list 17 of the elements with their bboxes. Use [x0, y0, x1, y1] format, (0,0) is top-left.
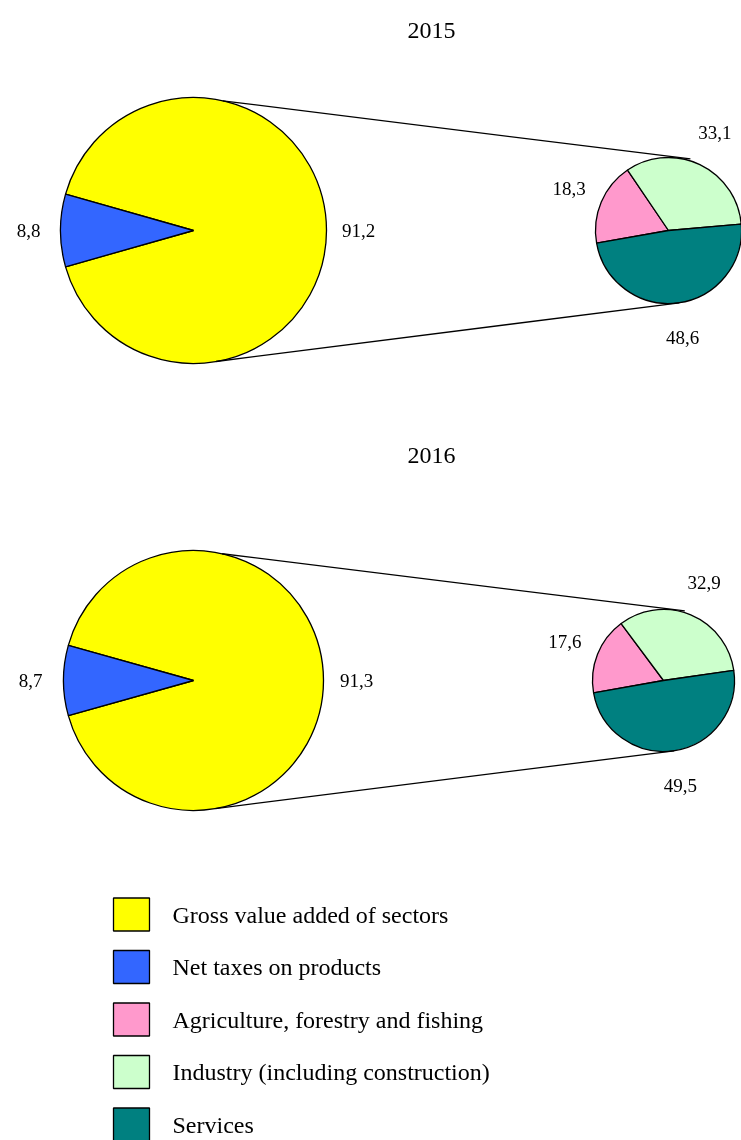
chart-title: 2015 — [407, 17, 456, 43]
data-label: 33,1 — [698, 122, 732, 144]
data-label: 91,2 — [341, 220, 376, 241]
data-label: 91,3 — [339, 670, 374, 691]
data-label: 8,7 — [18, 670, 43, 691]
data-label: 49,5 — [663, 774, 697, 796]
data-label: 8,8 — [16, 220, 41, 241]
legend-label: Gross value added of sectors — [172, 901, 449, 928]
legend-label: Industry (including construction) — [172, 1059, 490, 1085]
data-label: 48,6 — [665, 327, 700, 349]
data-label: 17,6 — [548, 630, 582, 652]
data-label: 18,3 — [552, 177, 586, 199]
text: 2016 — [407, 442, 456, 468]
legend-label: Net taxes on products — [172, 954, 382, 980]
data-label: 32,9 — [687, 572, 721, 594]
legend-label: Services — [172, 1111, 254, 1138]
legend-label: Agriculture, forestry and fishing — [172, 1006, 484, 1033]
